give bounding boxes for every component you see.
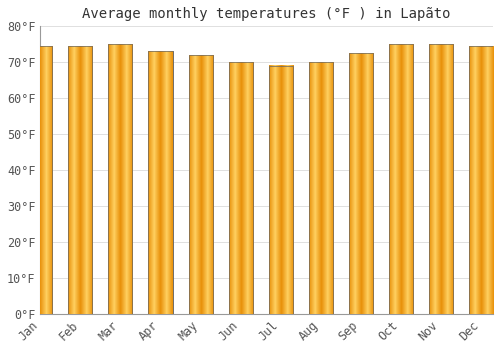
Bar (148, 51, 172, 314)
Bar (228, 62, 252, 314)
Bar (268, 66, 292, 314)
Title: Average monthly temperatures (°F ) in Lapãto: Average monthly temperatures (°F ) in La… (82, 7, 451, 21)
Bar (68, 46, 92, 314)
Bar (268, 66, 292, 314)
Bar (309, 62, 333, 314)
Bar (108, 44, 132, 314)
Bar (389, 44, 413, 314)
Bar (148, 51, 172, 314)
Bar (228, 62, 252, 314)
Bar (309, 62, 333, 314)
Bar (188, 55, 212, 314)
Bar (68, 46, 92, 314)
Bar (28, 46, 52, 314)
Bar (429, 44, 453, 314)
Bar (28, 46, 52, 314)
Bar (389, 44, 413, 314)
Bar (349, 53, 373, 314)
Bar (108, 44, 132, 314)
Bar (188, 55, 212, 314)
Bar (349, 53, 373, 314)
Bar (469, 46, 493, 314)
Bar (469, 46, 493, 314)
Bar (429, 44, 453, 314)
